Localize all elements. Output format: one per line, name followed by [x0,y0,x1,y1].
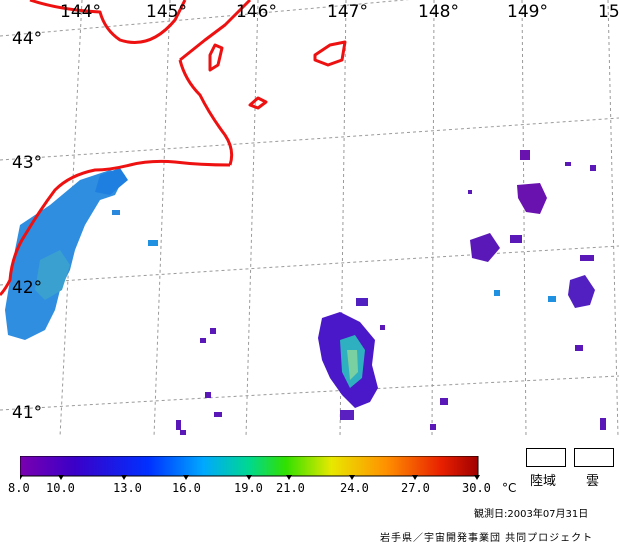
coastline-peninsula [178,59,234,166]
coastline-hokkaido [29,0,187,44]
scale-tick: 24.0 [340,481,369,495]
coastline-etorofu [208,43,224,72]
cloud-key-label: 雲 [586,474,600,489]
cloud-key-swatch [574,448,614,467]
coastline-habomai [248,96,268,110]
sst-patches-center [318,298,378,420]
scale-tick: 13.0 [113,481,142,495]
svg-text:15: 15 [598,2,619,22]
svg-text:144°: 144° [60,2,101,22]
svg-text:42°: 42° [12,278,42,298]
scale-tick: 8.0 [8,481,30,495]
color-scale-bar [20,456,480,480]
scale-tick: 10.0 [46,481,75,495]
sst-patches-west [5,168,158,340]
coastline-south-hokkaido [0,159,231,297]
scale-tick: 30.0 [462,481,491,495]
coastline [0,0,347,297]
latitude-labels: 44° 43° 42° 41° [12,29,42,423]
scale-tick: 27.0 [401,481,430,495]
svg-text:146°: 146° [236,2,277,22]
svg-text:41°: 41° [12,403,42,423]
sst-patches-east [470,150,595,308]
svg-text:148°: 148° [418,2,459,22]
scale-tick: 19.0 [234,481,263,495]
observation-date: 観測日:2003年07月31日 [474,509,589,520]
scale-tick: 21.0 [276,481,305,495]
svg-text:149°: 149° [507,2,548,22]
svg-text:147°: 147° [327,2,368,22]
credit-line: 岩手県／宇宙開発事業団 共同プロジェクト [380,533,594,544]
svg-text:44°: 44° [12,29,42,49]
longitude-labels: 144° 145° 146° 147° 148° 149° 15 [60,2,619,22]
scale-tick: 16.0 [172,481,201,495]
land-key-swatch [526,448,566,467]
svg-text:145°: 145° [146,2,187,22]
unit-label: °C [502,481,517,495]
svg-text:43°: 43° [12,153,42,173]
latitude-gridlines [0,0,619,411]
coastline-shikotan [313,40,347,67]
coastline-kunashiri [179,0,252,62]
sst-patches-scattered [176,162,606,435]
land-key-label: 陸域 [530,474,557,489]
sst-map: 144° 145° 146° 147° 148° 149° 15 44° 43°… [0,0,619,437]
